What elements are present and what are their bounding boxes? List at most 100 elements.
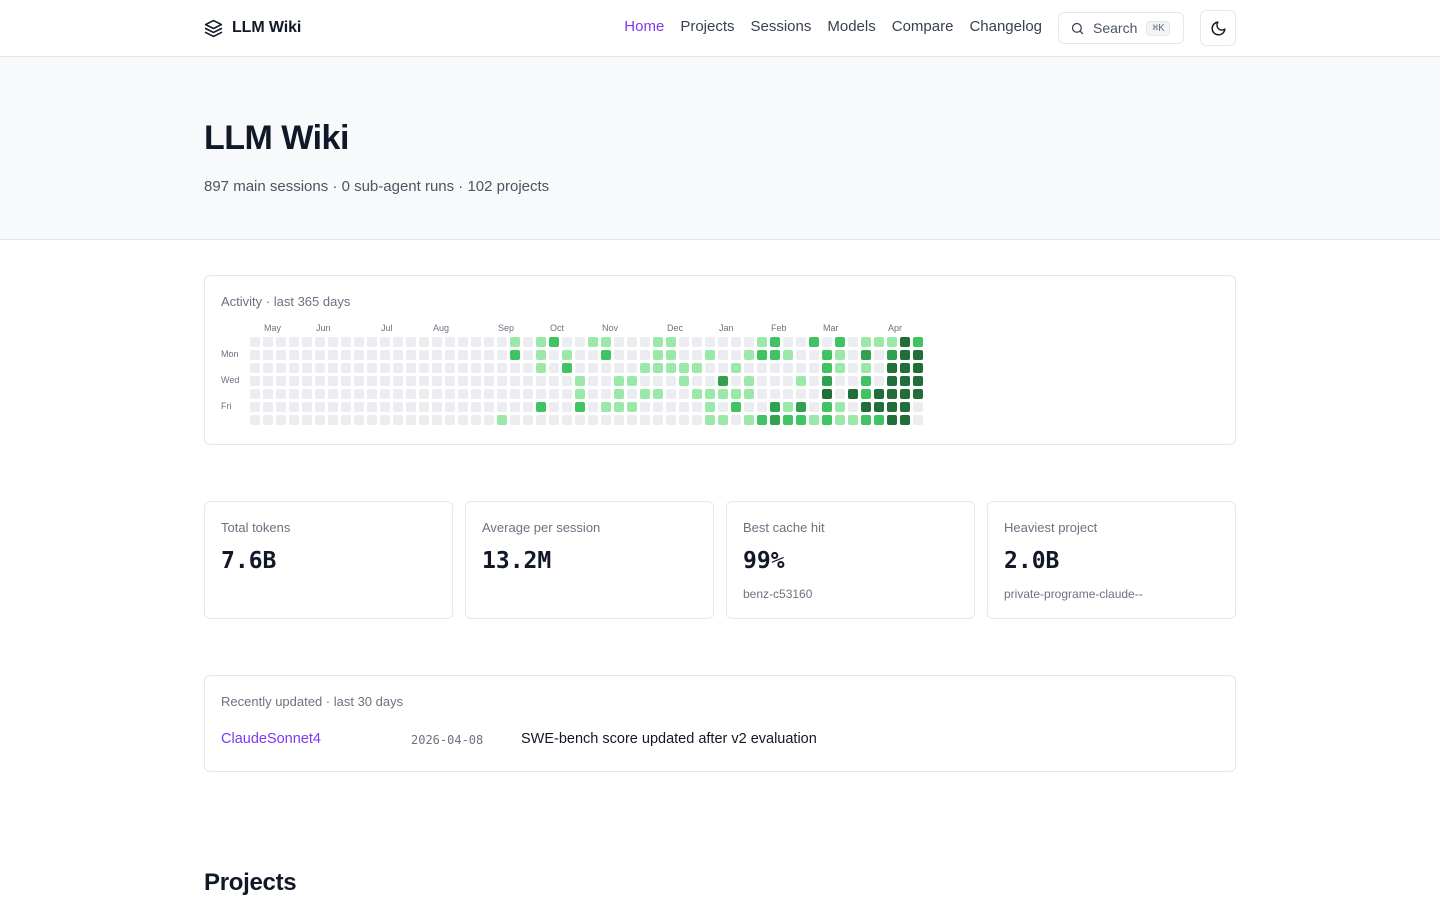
heatmap-cell[interactable] <box>809 415 819 425</box>
nav-projects[interactable]: Projects <box>680 18 735 35</box>
heatmap-cell[interactable] <box>653 376 663 386</box>
heatmap-cell[interactable] <box>315 415 325 425</box>
heatmap-cell[interactable] <box>835 350 845 360</box>
heatmap-cell[interactable] <box>302 402 312 412</box>
nav-home[interactable]: Home <box>624 18 665 35</box>
heatmap-cell[interactable] <box>549 402 559 412</box>
heatmap-cell[interactable] <box>354 389 364 399</box>
heatmap-cell[interactable] <box>627 337 637 347</box>
heatmap-cell[interactable] <box>809 363 819 373</box>
heatmap-cell[interactable] <box>666 402 676 412</box>
heatmap-cell[interactable] <box>757 350 767 360</box>
heatmap-cell[interactable] <box>302 363 312 373</box>
heatmap-cell[interactable] <box>835 337 845 347</box>
heatmap-cell[interactable] <box>848 389 858 399</box>
heatmap-cell[interactable] <box>341 415 351 425</box>
heatmap-cell[interactable] <box>601 363 611 373</box>
heatmap-cell[interactable] <box>484 389 494 399</box>
heatmap-cell[interactable] <box>913 337 923 347</box>
heatmap-cell[interactable] <box>354 337 364 347</box>
heatmap-cell[interactable] <box>731 415 741 425</box>
heatmap-cell[interactable] <box>783 376 793 386</box>
heatmap-cell[interactable] <box>874 376 884 386</box>
heatmap-cell[interactable] <box>705 389 715 399</box>
heatmap-cell[interactable] <box>679 363 689 373</box>
heatmap-cell[interactable] <box>549 389 559 399</box>
heatmap-cell[interactable] <box>302 350 312 360</box>
heatmap-cell[interactable] <box>900 402 910 412</box>
heatmap-cell[interactable] <box>445 415 455 425</box>
heatmap-cell[interactable] <box>367 363 377 373</box>
heatmap-cell[interactable] <box>393 415 403 425</box>
heatmap-cell[interactable] <box>471 402 481 412</box>
heatmap-cell[interactable] <box>601 337 611 347</box>
heatmap-cell[interactable] <box>757 402 767 412</box>
heatmap-cell[interactable] <box>913 402 923 412</box>
heatmap-cell[interactable] <box>874 415 884 425</box>
heatmap-cell[interactable] <box>536 363 546 373</box>
heatmap-cell[interactable] <box>276 389 286 399</box>
heatmap-cell[interactable] <box>432 389 442 399</box>
heatmap-cell[interactable] <box>809 402 819 412</box>
heatmap-cell[interactable] <box>419 415 429 425</box>
heatmap-cell[interactable] <box>510 363 520 373</box>
heatmap-cell[interactable] <box>250 376 260 386</box>
heatmap-cell[interactable] <box>445 402 455 412</box>
heatmap-cell[interactable] <box>692 337 702 347</box>
heatmap-cell[interactable] <box>588 363 598 373</box>
heatmap-cell[interactable] <box>328 415 338 425</box>
heatmap-cell[interactable] <box>523 363 533 373</box>
heatmap-cell[interactable] <box>276 363 286 373</box>
heatmap-cell[interactable] <box>653 415 663 425</box>
heatmap-cell[interactable] <box>614 402 624 412</box>
heatmap-cell[interactable] <box>354 402 364 412</box>
heatmap-cell[interactable] <box>809 376 819 386</box>
heatmap-cell[interactable] <box>822 337 832 347</box>
heatmap-cell[interactable] <box>523 389 533 399</box>
heatmap-cell[interactable] <box>315 363 325 373</box>
heatmap-cell[interactable] <box>276 415 286 425</box>
heatmap-cell[interactable] <box>913 376 923 386</box>
heatmap-cell[interactable] <box>549 350 559 360</box>
heatmap-cell[interactable] <box>692 402 702 412</box>
heatmap-cell[interactable] <box>666 337 676 347</box>
theme-toggle-button[interactable] <box>1200 10 1236 46</box>
heatmap-cell[interactable] <box>861 376 871 386</box>
heatmap-cell[interactable] <box>341 350 351 360</box>
heatmap-cell[interactable] <box>783 350 793 360</box>
heatmap-cell[interactable] <box>718 376 728 386</box>
heatmap-cell[interactable] <box>679 402 689 412</box>
heatmap-cell[interactable] <box>614 337 624 347</box>
heatmap-cell[interactable] <box>692 376 702 386</box>
heatmap-cell[interactable] <box>900 389 910 399</box>
heatmap-cell[interactable] <box>380 402 390 412</box>
heatmap-cell[interactable] <box>848 415 858 425</box>
heatmap-cell[interactable] <box>848 363 858 373</box>
heatmap-cell[interactable] <box>900 415 910 425</box>
heatmap-cell[interactable] <box>328 402 338 412</box>
heatmap-cell[interactable] <box>380 363 390 373</box>
heatmap-cell[interactable] <box>549 415 559 425</box>
heatmap-cell[interactable] <box>406 350 416 360</box>
heatmap-cell[interactable] <box>575 363 585 373</box>
heatmap-cell[interactable] <box>302 376 312 386</box>
heatmap-cell[interactable] <box>640 337 650 347</box>
heatmap-cell[interactable] <box>809 337 819 347</box>
heatmap-cell[interactable] <box>822 415 832 425</box>
heatmap-cell[interactable] <box>744 363 754 373</box>
heatmap-cell[interactable] <box>887 415 897 425</box>
heatmap-cell[interactable] <box>653 389 663 399</box>
heatmap-cell[interactable] <box>861 389 871 399</box>
heatmap-cell[interactable] <box>874 363 884 373</box>
heatmap-cell[interactable] <box>796 402 806 412</box>
heatmap-cell[interactable] <box>744 402 754 412</box>
heatmap-cell[interactable] <box>874 389 884 399</box>
heatmap-cell[interactable] <box>250 363 260 373</box>
heatmap-cell[interactable] <box>484 337 494 347</box>
heatmap-cell[interactable] <box>614 415 624 425</box>
heatmap-cell[interactable] <box>263 402 273 412</box>
heatmap-cell[interactable] <box>380 337 390 347</box>
heatmap-cell[interactable] <box>536 415 546 425</box>
recent-model-link[interactable]: ClaudeSonnet4 <box>221 731 321 747</box>
heatmap-cell[interactable] <box>718 389 728 399</box>
